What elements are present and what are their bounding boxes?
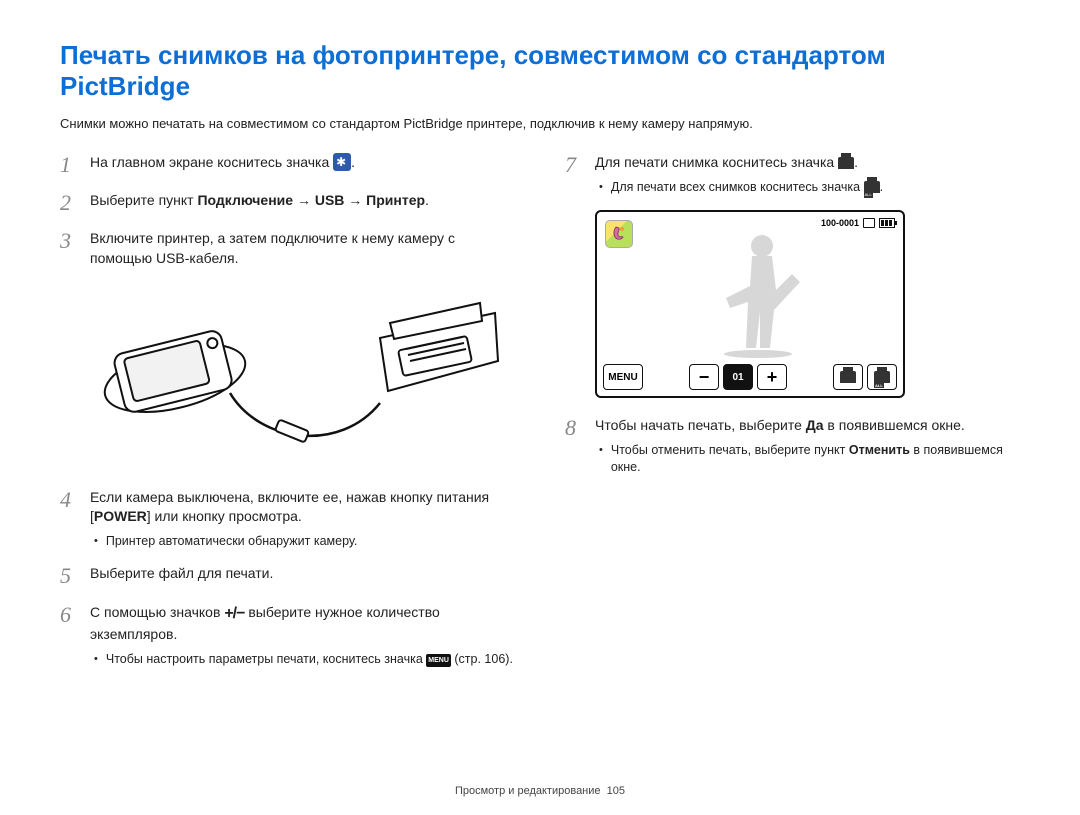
intro-text: Снимки можно печатать на совместимом со … xyxy=(60,116,1020,131)
copies-group: − 01 + xyxy=(689,364,787,390)
menu-icon: MENU xyxy=(426,654,451,668)
step-number: 6 xyxy=(60,603,78,669)
printer-all-icon xyxy=(874,371,890,383)
printer-all-icon xyxy=(864,181,880,193)
step-text: Чтобы начать печать, выберите xyxy=(595,417,806,433)
step-body: Включите принтер, а затем подключите к н… xyxy=(90,229,515,268)
bullet-post: (стр. 106). xyxy=(454,652,513,666)
sd-card-icon xyxy=(863,218,875,228)
step-3: 3 Включите принтер, а затем подключите к… xyxy=(60,229,515,268)
status-bar: 100-0001 xyxy=(821,218,895,228)
content-columns: 1 На главном экране коснитесь значка . 2… xyxy=(60,153,1020,682)
copies-count: 01 xyxy=(723,364,753,390)
step-body: На главном экране коснитесь значка . xyxy=(90,153,515,177)
right-column: 7 Для печати снимка коснитесь значка . •… xyxy=(565,153,1020,682)
bullet: • Для печати всех снимков коснитесь знач… xyxy=(599,179,1020,197)
minus-button[interactable]: − xyxy=(689,364,719,390)
step-body: С помощью значков +/− выберите нужное ко… xyxy=(90,603,515,669)
step-number: 8 xyxy=(565,416,583,477)
step-body: Чтобы начать печать, выберите Да в появи… xyxy=(595,416,1020,477)
step-body: Для печати снимка коснитесь значка . • Д… xyxy=(595,153,1020,196)
bullet-wrap: Для печати всех снимков коснитесь значка… xyxy=(611,179,883,197)
plus-button[interactable]: + xyxy=(757,364,787,390)
bullet-dot: • xyxy=(599,179,603,197)
step-bold: Подключение → USB → Принтер xyxy=(197,192,425,208)
period: . xyxy=(854,154,858,170)
step-6: 6 С помощью значков +/− выберите нужное … xyxy=(60,603,515,669)
bullet-text: Чтобы настроить параметры печати, коснит… xyxy=(106,652,426,666)
bullet-text: Для печати всех снимков коснитесь значка xyxy=(611,180,864,194)
step-number: 1 xyxy=(60,153,78,177)
camera-lcd-mock: 100-0001 MENU − 01 + xyxy=(595,210,905,398)
step-body: Если камера выключена, включите ее, нажа… xyxy=(90,488,515,551)
footer-section: Просмотр и редактирование xyxy=(455,785,601,797)
settings-icon xyxy=(333,153,351,171)
bullet-bold: Отменить xyxy=(849,443,910,457)
page-footer: Просмотр и редактирование 105 xyxy=(0,785,1080,797)
step-number: 3 xyxy=(60,229,78,268)
page-title: Печать снимков на фотопринтере, совмести… xyxy=(60,40,1020,102)
step-text: С помощью значков xyxy=(90,604,224,620)
step-body: Выберите пункт Подключение → USB → Принт… xyxy=(90,191,515,215)
bullet-text: Чтобы отменить печать, выберите пункт xyxy=(611,443,849,457)
step-7: 7 Для печати снимка коснитесь значка . •… xyxy=(565,153,1020,196)
period: . xyxy=(880,180,883,194)
camera-printer-diagram xyxy=(80,283,515,468)
print-button[interactable] xyxy=(833,364,863,390)
step-number: 4 xyxy=(60,488,78,551)
photo-silhouette xyxy=(710,230,810,365)
menu-button[interactable]: MENU xyxy=(603,364,643,390)
step-body: Выберите файл для печати. xyxy=(90,564,515,588)
step-2: 2 Выберите пункт Подключение → USB → При… xyxy=(60,191,515,215)
step-text: На главном экране коснитесь значка xyxy=(90,154,333,170)
bullet: • Чтобы отменить печать, выберите пункт … xyxy=(599,442,1020,477)
printer-icon xyxy=(840,371,856,383)
step-4: 4 Если камера выключена, включите ее, на… xyxy=(60,488,515,551)
step-number: 5 xyxy=(60,564,78,588)
file-number: 100-0001 xyxy=(821,218,859,228)
period: . xyxy=(351,154,355,170)
printer-icon xyxy=(838,157,854,169)
print-all-button[interactable] xyxy=(867,364,897,390)
bullet-wrap: Чтобы отменить печать, выберите пункт От… xyxy=(611,442,1020,477)
lcd-bottom-bar: MENU − 01 + xyxy=(603,364,897,390)
step-text: Выберите пункт xyxy=(90,192,197,208)
step-5: 5 Выберите файл для печати. xyxy=(60,564,515,588)
bullet-dot: • xyxy=(599,442,603,477)
step-post: . xyxy=(425,192,429,208)
plus-minus-glyph: +/− xyxy=(224,605,244,622)
step-1: 1 На главном экране коснитесь значка . xyxy=(60,153,515,177)
bullet-text: Принтер автоматически обнаружит камеру. xyxy=(106,533,358,551)
bullet: • Принтер автоматически обнаружит камеру… xyxy=(94,533,515,551)
bullet: • Чтобы настроить параметры печати, косн… xyxy=(94,651,515,669)
step-bold: POWER xyxy=(94,508,147,524)
step-bold: Да xyxy=(806,417,824,433)
step-8: 8 Чтобы начать печать, выберите Да в поя… xyxy=(565,416,1020,477)
bullet-dot: • xyxy=(94,533,98,551)
palette-icon xyxy=(605,220,633,248)
step-post: ] или кнопку просмотра. xyxy=(147,508,302,524)
print-group xyxy=(833,364,897,390)
bullet-wrap: Чтобы настроить параметры печати, коснит… xyxy=(106,651,513,669)
battery-icon xyxy=(879,218,895,228)
bullet-dot: • xyxy=(94,651,98,669)
footer-page: 105 xyxy=(607,785,625,797)
step-post: в появившемся окне. xyxy=(824,417,965,433)
left-column: 1 На главном экране коснитесь значка . 2… xyxy=(60,153,515,682)
step-number: 2 xyxy=(60,191,78,215)
step-text: Для печати снимка коснитесь значка xyxy=(595,154,838,170)
step-number: 7 xyxy=(565,153,583,196)
